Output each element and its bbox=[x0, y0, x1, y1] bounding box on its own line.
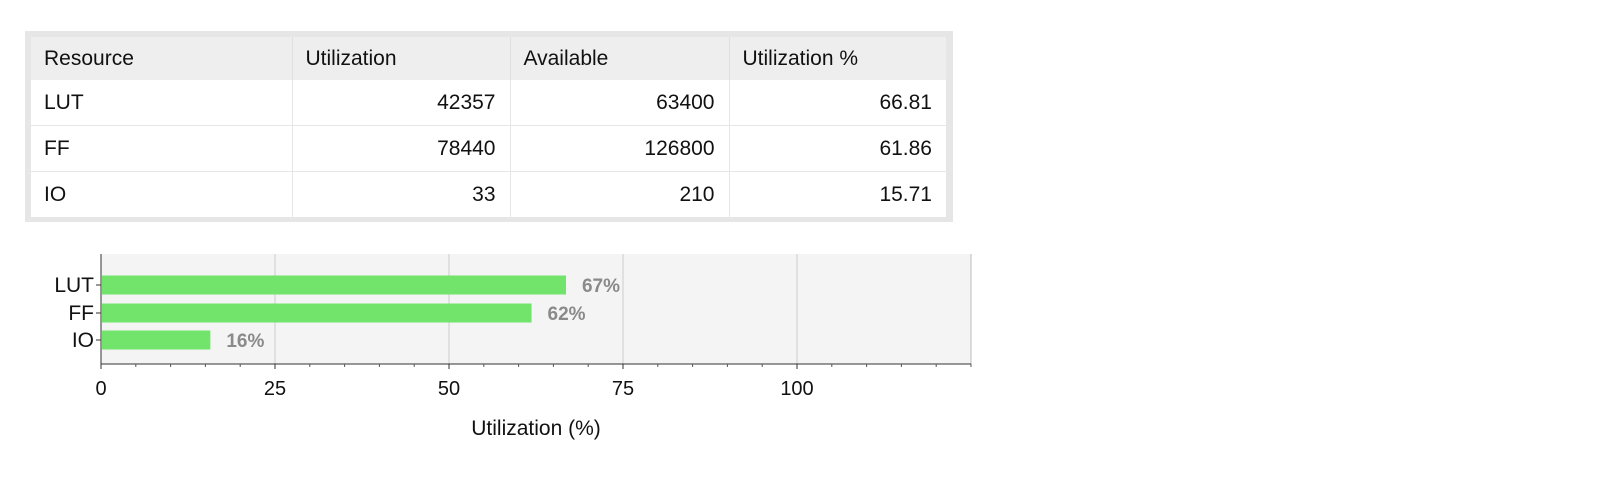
utilization-table: Resource Utilization Available Utilizati… bbox=[31, 37, 946, 217]
x-axis-label: Utilization (%) bbox=[471, 417, 601, 440]
data-label: 67% bbox=[582, 276, 620, 297]
cell-utilization: 78440 bbox=[292, 125, 511, 172]
cell-resource: LUT bbox=[31, 80, 293, 126]
bar bbox=[102, 330, 211, 350]
x-tick-label: 50 bbox=[438, 378, 460, 400]
axes: LUT FF IO 0 25 50 75 100 bbox=[54, 254, 972, 400]
column-header-utilization-percent[interactable]: Utilization % bbox=[729, 37, 946, 80]
table-row[interactable]: IO 33 210 15.71 bbox=[31, 171, 946, 217]
data-label: 62% bbox=[548, 304, 586, 325]
column-header-available[interactable]: Available bbox=[510, 37, 730, 80]
table-header-row: Resource Utilization Available Utilizati… bbox=[31, 37, 946, 80]
column-header-resource[interactable]: Resource bbox=[31, 37, 293, 80]
utilization-bar-chart: 67% 62% 16% LUT FF IO 0 25 50 75 100 Utilization … bbox=[54, 254, 972, 440]
table-row[interactable]: LUT 42357 63400 66.81 bbox=[31, 80, 946, 126]
column-header-utilization[interactable]: Utilization bbox=[292, 37, 511, 80]
cell-utilization-percent: 15.71 bbox=[729, 171, 946, 217]
table-row[interactable]: FF 78440 126800 61.86 bbox=[31, 125, 946, 172]
cell-available: 210 bbox=[510, 171, 730, 217]
cell-available: 126800 bbox=[510, 125, 730, 172]
cell-available: 63400 bbox=[510, 80, 730, 126]
cell-resource: FF bbox=[31, 125, 293, 172]
cell-utilization: 42357 bbox=[292, 80, 511, 126]
bar bbox=[102, 303, 532, 323]
y-tick-label: FF bbox=[68, 302, 94, 325]
y-tick-label: IO bbox=[72, 329, 94, 352]
x-tick-label: 25 bbox=[264, 378, 286, 400]
bar bbox=[102, 275, 566, 295]
cell-utilization: 33 bbox=[292, 171, 511, 217]
bars: 67% 62% 16% bbox=[102, 275, 620, 352]
data-label: 16% bbox=[226, 331, 264, 352]
cell-utilization-percent: 61.86 bbox=[729, 125, 946, 172]
x-tick-label: 75 bbox=[612, 378, 634, 400]
cell-resource: IO bbox=[31, 171, 293, 217]
x-tick-label: 100 bbox=[780, 378, 813, 400]
x-tick-label: 0 bbox=[95, 378, 106, 400]
y-tick-label: LUT bbox=[54, 274, 94, 297]
cell-utilization-percent: 66.81 bbox=[729, 80, 946, 126]
utilization-table-panel: Resource Utilization Available Utilizati… bbox=[25, 31, 953, 222]
